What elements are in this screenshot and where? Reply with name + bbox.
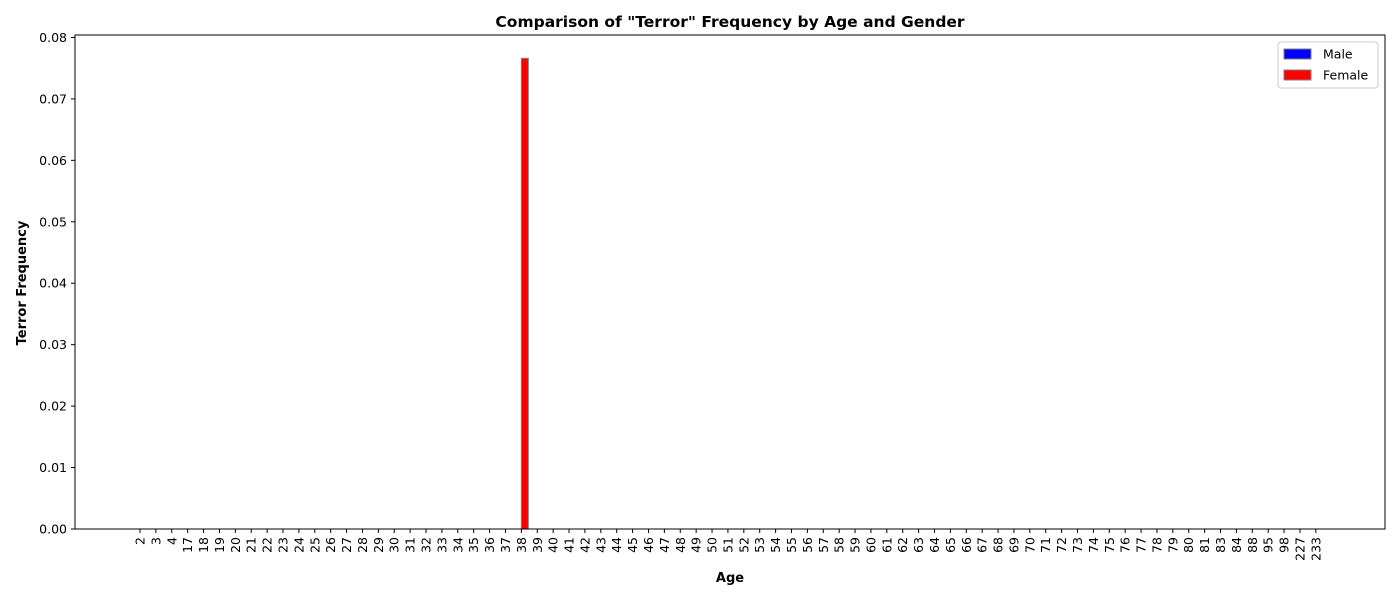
x-tick-label: 25: [307, 537, 322, 553]
x-tick-label: 4: [164, 537, 179, 545]
x-tick-label: 29: [371, 537, 386, 553]
x-tick-label: 42: [577, 537, 592, 553]
x-tick-label: 83: [1213, 537, 1228, 553]
x-tick-label: 3: [148, 537, 163, 545]
x-tick-label: 23: [276, 537, 291, 553]
x-axis-label: Age: [716, 571, 744, 586]
x-tick-label: 34: [450, 537, 465, 553]
x-tick-label: 27: [339, 537, 354, 553]
x-tick-label: 21: [244, 537, 259, 553]
x-tick-label: 74: [1086, 537, 1101, 553]
x-tick-label: 26: [323, 537, 338, 553]
x-tick-label: 45: [625, 537, 640, 553]
x-tick-label: 22: [260, 537, 275, 553]
x-tick-label: 40: [546, 537, 561, 553]
x-tick-label: 33: [434, 537, 449, 553]
x-tick-label: 48: [673, 537, 688, 553]
x-tick-label: 35: [466, 537, 481, 553]
x-tick-label: 59: [848, 537, 863, 553]
x-tick-label: 62: [895, 537, 910, 553]
y-tick-label: 0.02: [39, 399, 67, 414]
y-axis: 0.00 0.01 0.02 0.03 0.04 0.05 0.06 0.07 0.08: [39, 30, 75, 537]
x-tick-label: 49: [689, 537, 704, 553]
y-axis-label: Terror Frequency: [15, 220, 30, 345]
x-tick-label: 24: [291, 537, 306, 553]
x-tick-label: 84: [1229, 537, 1244, 553]
legend-swatch-female: [1283, 69, 1312, 81]
x-tick-label: 47: [657, 537, 672, 553]
y-tick-label: 0.07: [39, 91, 67, 106]
x-tick-label: 233: [1308, 537, 1323, 561]
legend-swatch-male: [1283, 48, 1312, 60]
plot-frame: [74, 34, 1386, 530]
x-tick-label: 77: [1134, 537, 1149, 553]
y-tick-label: 0.00: [39, 522, 67, 537]
x-tick-label: 78: [1149, 537, 1164, 553]
x-tick-label: 20: [228, 537, 243, 553]
x-tick-label: 67: [975, 537, 990, 553]
x-tick-label: 30: [387, 537, 402, 553]
x-tick-label: 88: [1245, 537, 1260, 553]
legend-label-female: Female: [1323, 68, 1369, 83]
x-tick-label: 52: [736, 537, 751, 553]
y-tick-label: 0.05: [39, 214, 67, 229]
x-tick-label: 66: [959, 537, 974, 553]
x-tick-label: 65: [943, 537, 958, 553]
y-tick-label: 0.01: [39, 460, 67, 475]
x-tick-label: 18: [196, 537, 211, 553]
x-tick-label: 71: [1038, 537, 1053, 553]
x-tick-label: 72: [1054, 537, 1069, 553]
x-tick-label: 57: [816, 537, 831, 553]
x-tick-label: 46: [641, 537, 656, 553]
x-tick-label: 17: [180, 537, 195, 553]
x-tick-label: 75: [1102, 537, 1117, 553]
x-tick-label: 227: [1292, 537, 1307, 561]
x-tick-label: 51: [720, 537, 735, 553]
x-tick-label: 39: [530, 537, 545, 553]
x-tick-label: 98: [1277, 537, 1292, 553]
x-tick-label: 63: [911, 537, 926, 553]
x-tick-label: 55: [784, 537, 799, 553]
x-tick-label: 56: [800, 537, 815, 553]
x-tick-label: 28: [355, 537, 370, 553]
bars-group: [520, 57, 529, 530]
x-tick-label: 80: [1181, 537, 1196, 553]
x-tick-label: 43: [593, 537, 608, 553]
x-tick-label: 37: [498, 537, 513, 553]
x-tick-label: 81: [1197, 537, 1212, 553]
x-axis: 2 3 4 17 18 19 20 21 22 23 24 25 26 27 28 29 30 31 32 33 34 3…: [133, 529, 1323, 561]
x-tick-label: 95: [1261, 537, 1276, 553]
y-tick-label: 0.06: [39, 153, 67, 168]
bar-female-38: [520, 57, 529, 530]
x-tick-label: 69: [1006, 537, 1021, 553]
x-tick-label: 32: [419, 537, 434, 553]
x-tick-label: 41: [562, 537, 577, 553]
x-tick-label: 50: [705, 537, 720, 553]
x-tick-label: 36: [482, 537, 497, 553]
y-tick-label: 0.08: [39, 30, 67, 45]
y-tick-label: 0.04: [39, 276, 67, 291]
x-tick-label: 73: [1070, 537, 1085, 553]
x-tick-label: 38: [514, 537, 529, 553]
x-tick-label: 79: [1165, 537, 1180, 553]
x-tick-label: 68: [991, 537, 1006, 553]
chart-title: Comparison of "Terror" Frequency by Age …: [495, 13, 965, 31]
y-tick-label: 0.03: [39, 337, 67, 352]
x-tick-label: 54: [768, 537, 783, 553]
x-tick-label: 53: [752, 537, 767, 553]
x-tick-label: 58: [832, 537, 847, 553]
x-tick-label: 64: [927, 537, 942, 553]
x-tick-label: 70: [1022, 537, 1037, 553]
legend-label-male: Male: [1323, 47, 1353, 62]
x-tick-label: 76: [1118, 537, 1133, 553]
x-tick-label: 61: [879, 537, 894, 553]
legend: Male Female: [1277, 41, 1379, 89]
x-tick-label: 31: [403, 537, 418, 553]
x-tick-label: 2: [133, 537, 148, 545]
x-tick-label: 60: [863, 537, 878, 553]
x-tick-label: 44: [609, 537, 624, 553]
x-tick-label: 19: [212, 537, 227, 553]
